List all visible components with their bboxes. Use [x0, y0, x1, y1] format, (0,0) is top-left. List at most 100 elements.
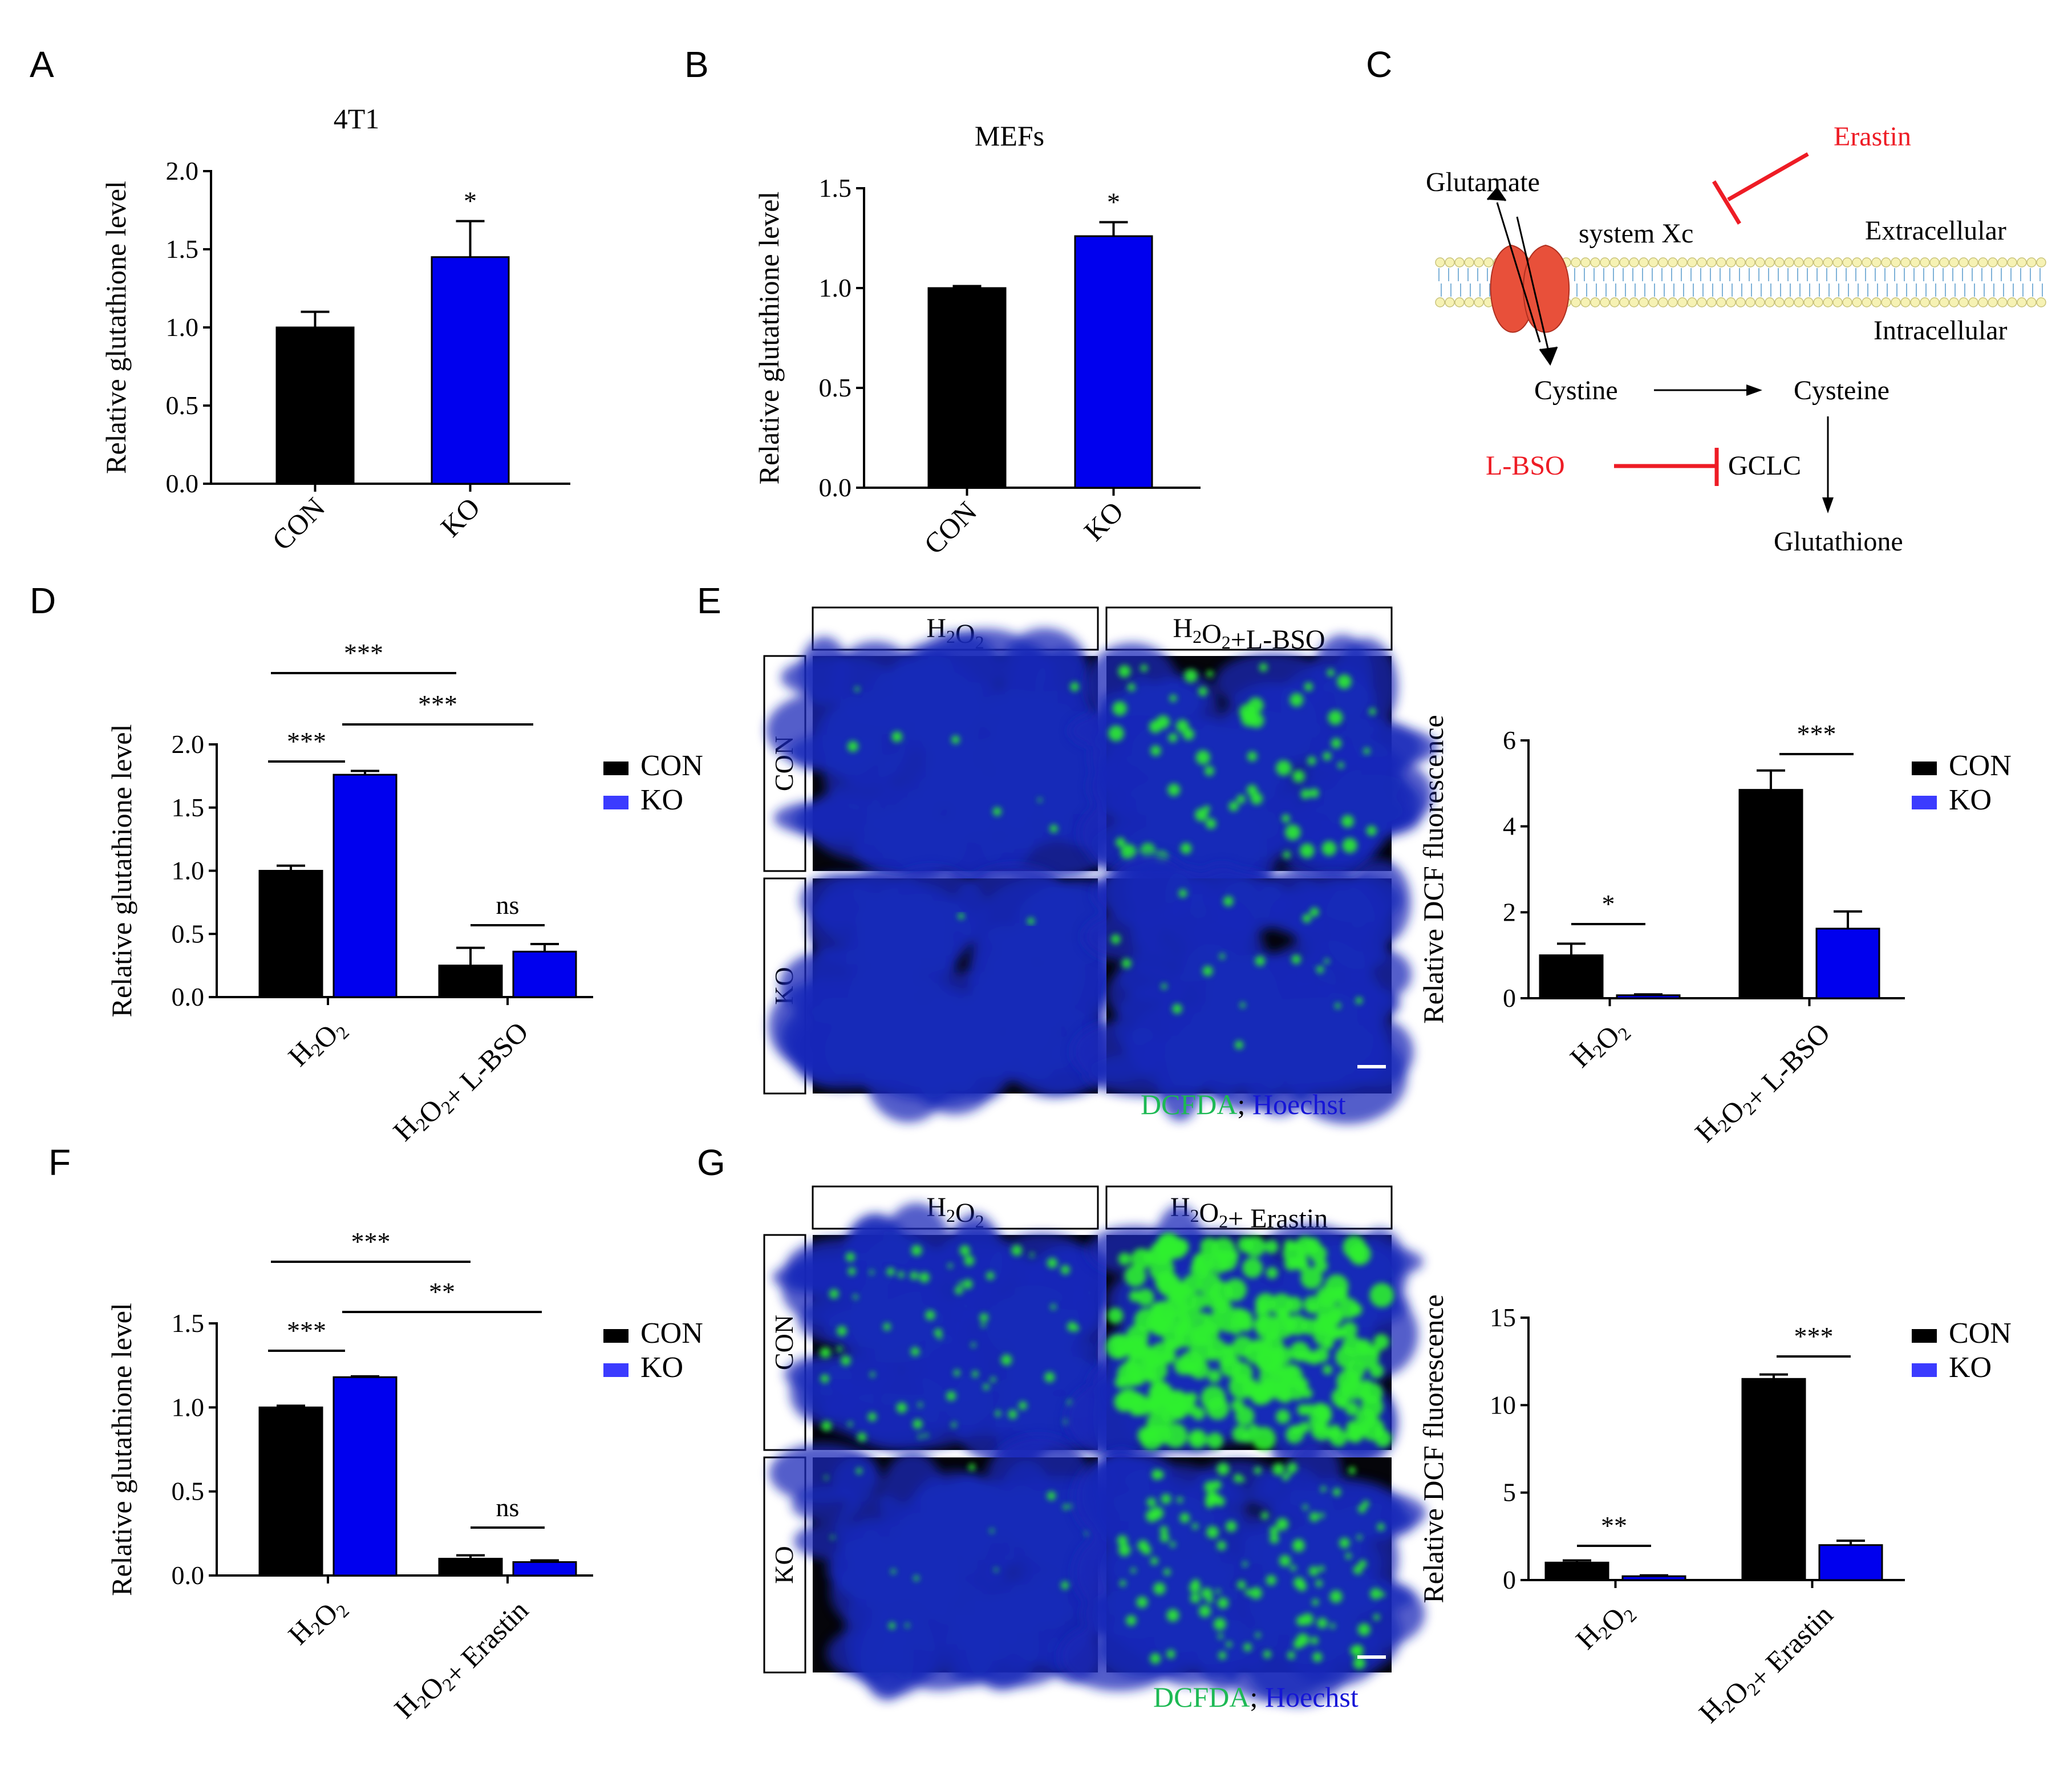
- nucleus-cluster: [1333, 767, 1413, 824]
- y-tick-label: 1.5: [172, 1309, 205, 1338]
- y-tick-label: 1.0: [172, 856, 205, 885]
- dcfda-spot: [1186, 1392, 1198, 1403]
- panel-letter-G: G: [697, 1142, 725, 1183]
- nucleus-cluster: [1322, 1579, 1415, 1614]
- dcfda-spot: [896, 1402, 907, 1413]
- sig-bracket-2-label: **: [429, 1277, 455, 1306]
- y-axis-label: Relative glutathione level: [100, 181, 132, 474]
- lipid-head-inner: [1668, 297, 1678, 307]
- dcfda-spot: [1177, 1497, 1183, 1503]
- lipid-head-outer: [1871, 257, 1882, 268]
- dcfda-spot: [1380, 1591, 1385, 1597]
- dcfda-spot: [1232, 1335, 1254, 1358]
- dcfda-spot: [1353, 1656, 1366, 1670]
- dcfda-spot: [1276, 1518, 1289, 1530]
- dcfda-spot: [1215, 1589, 1221, 1594]
- dcfda-spot: [1286, 1296, 1303, 1313]
- dcfda-spot: [1328, 710, 1343, 725]
- dcfda-spot: [1307, 756, 1316, 766]
- nucleus-cluster: [855, 1606, 935, 1696]
- dcfda-spot: [1312, 1652, 1323, 1662]
- dcfda-spot: [1027, 917, 1035, 925]
- lipid-head-outer: [1619, 257, 1629, 268]
- dcfda-spot: [1136, 1596, 1148, 1608]
- dcfda-spot: [1153, 1582, 1166, 1595]
- lipid-head-outer: [1483, 257, 1494, 268]
- dcfda-spot: [841, 1355, 851, 1366]
- row-header-label: CON: [769, 1315, 798, 1370]
- dcfda-spot: [1246, 784, 1258, 796]
- lipid-head-inner: [1600, 297, 1610, 307]
- dcfda-spot: [1182, 728, 1195, 740]
- dcfda-spot: [870, 1372, 875, 1378]
- dcfda-spot: [990, 1376, 996, 1383]
- lipid-head-outer: [1813, 257, 1823, 268]
- dcfda-spot: [1302, 1388, 1313, 1399]
- chart-E-lbso-dcf: 0 2 4 6 Relative DCF fluorescence H2O2 H2O2+ L…: [1417, 715, 2012, 1148]
- lbso-label: L-BSO: [1486, 451, 1565, 481]
- dcfda-spot: [1345, 1360, 1365, 1380]
- dcfda-spot: [1206, 1526, 1219, 1539]
- dcfda-spot: [1374, 1425, 1385, 1437]
- lipid-head-outer: [1600, 257, 1610, 268]
- y-tick-label: 0.5: [819, 373, 852, 402]
- dcfda-spot: [1266, 1267, 1278, 1279]
- dcfda-spot: [1202, 966, 1213, 977]
- nucleus-cluster: [1288, 1030, 1408, 1124]
- dcfda-spot: [1161, 1493, 1171, 1504]
- dcfda-spot: [1327, 1309, 1343, 1326]
- dcfda-spot: [1292, 1539, 1305, 1552]
- dcfda-spot: [1219, 1317, 1235, 1332]
- legend-swatch-con: [1912, 762, 1937, 775]
- dcfda-spot: [1242, 1431, 1254, 1443]
- dcfda-spot: [918, 1402, 923, 1407]
- dcfda-spot: [1309, 788, 1319, 798]
- lipid-head-inner: [2017, 297, 2027, 307]
- dcfda-spot: [1049, 824, 1058, 833]
- bar-group2-con: [438, 1558, 503, 1577]
- dcfda-spot: [1189, 1359, 1209, 1379]
- dcfda-spot: [1189, 1338, 1213, 1362]
- lipid-head-outer: [1454, 257, 1465, 268]
- dcfda-spot: [1323, 752, 1332, 761]
- nucleus-cluster: [1003, 1008, 1103, 1097]
- dcfda-spot: [1239, 703, 1256, 720]
- lipid-head-outer: [1794, 257, 1804, 268]
- x-tick-label: CON: [918, 495, 983, 560]
- dcfda-spot: [1319, 1512, 1325, 1518]
- glutathione-label: Glutathione: [1774, 526, 1903, 557]
- system-xc-label: system Xc: [1579, 218, 1693, 249]
- dcfda-spot: [1282, 814, 1290, 823]
- dcfda-spot: [1146, 1497, 1156, 1507]
- glutamate-label: Glutamate: [1426, 167, 1540, 197]
- dcfda-spot: [1207, 1597, 1214, 1603]
- nucleus-cluster: [1082, 913, 1162, 961]
- bar-group2-ko: [1815, 927, 1880, 999]
- y-tick-label: 0.5: [172, 1477, 205, 1506]
- y-tick-label: 0: [1503, 1565, 1516, 1594]
- dcfda-spot: [857, 1432, 867, 1442]
- sig-bracket-1-label: **: [1601, 1511, 1627, 1540]
- y-tick-label: 15: [1490, 1303, 1516, 1332]
- y-axis-label: Relative DCF fluorescence: [1417, 1294, 1449, 1603]
- dcfda-spot: [1167, 783, 1181, 796]
- lipid-head-inner: [1968, 297, 1978, 307]
- dcfda-spot: [1324, 1323, 1340, 1339]
- dcfda-spot: [986, 1271, 995, 1280]
- dcfda-spot: [1156, 715, 1170, 729]
- dcfda-spot: [1178, 889, 1187, 898]
- dcfda-spot: [1269, 1526, 1279, 1536]
- dcfda-spot: [1341, 1335, 1363, 1356]
- dcfda-spot: [1341, 815, 1354, 828]
- chart-title: MEFs: [975, 120, 1044, 152]
- lipid-head-outer: [1774, 257, 1785, 268]
- legend-swatch-ko: [1912, 796, 1937, 809]
- dcfda-spot: [1297, 1581, 1307, 1591]
- bar-group1-ko: [333, 773, 398, 998]
- dcfda-spot: [1175, 719, 1189, 732]
- y-tick-label: 1.5: [166, 234, 199, 264]
- sig-bracket-2-label: ***: [1797, 719, 1836, 748]
- bar-group2-ko: [1818, 1544, 1883, 1581]
- sig-bracket-4-label: ns: [496, 890, 520, 920]
